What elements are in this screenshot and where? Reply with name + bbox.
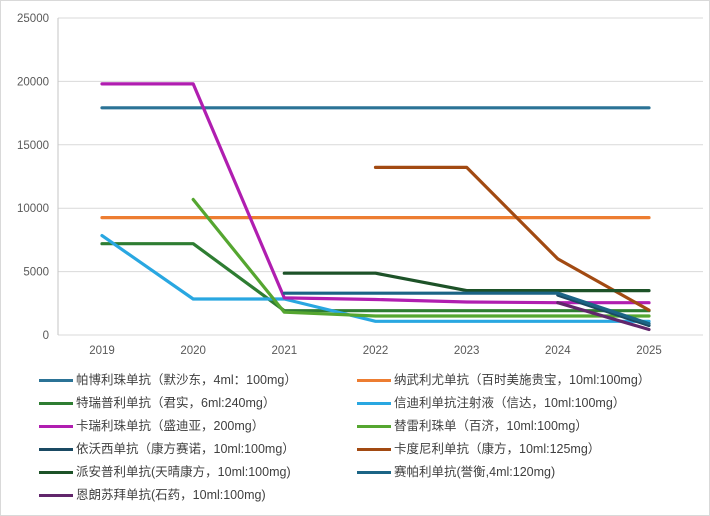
y-tick-label: 0: [43, 330, 49, 342]
line-chart-plot: 0 5000 10000 15000 20000 25000 2019 2020 2021 202…: [17, 13, 703, 357]
series-line: [373, 165, 651, 312]
series-line: [282, 271, 651, 293]
x-tick-label: 2022: [363, 345, 389, 357]
legend-label: 卡度尼利单抗（康方，10ml:125mg）: [394, 442, 601, 457]
x-tick-label: 2025: [636, 345, 662, 357]
legend-line-swatch: [39, 471, 73, 474]
legend-line-swatch: [357, 379, 391, 382]
legend-label: 替雷利珠单（百济，10ml:100mg）: [394, 419, 588, 434]
legend-label: 纳武利尤单抗（百时美施贵宝，10ml:100mg）: [394, 373, 651, 388]
legend-item: 派安普利单抗(天晴康方，10ml:100mg): [39, 461, 297, 484]
legend-line-swatch: [357, 471, 391, 474]
y-tick-label: 15000: [17, 140, 49, 152]
x-tick-label: 2023: [454, 345, 480, 357]
series-line: [100, 242, 651, 313]
legend-label: 卡瑞利珠单抗（盛迪亚，200mg）: [76, 419, 265, 434]
y-tick-label: 20000: [17, 76, 49, 88]
legend-item: 依沃西单抗（康方赛诺，10ml:100mg）: [39, 438, 297, 461]
legend-label: 信迪利单抗注射液（信达，10ml:100mg）: [394, 396, 626, 411]
legend-item: 帕博利珠单抗（默沙东，4ml：100mg）: [39, 369, 297, 392]
legend-line-swatch: [39, 425, 73, 428]
legend-line-swatch: [357, 402, 391, 405]
legend-item: 卡瑞利珠单抗（盛迪亚，200mg）: [39, 415, 297, 438]
series-line: [100, 234, 651, 323]
chart-legend: 帕博利珠单抗（默沙东，4ml：100mg） 特瑞普利单抗（君实，6ml:240mg…: [1, 369, 709, 513]
legend-column-left: 帕博利珠单抗（默沙东，4ml：100mg） 特瑞普利单抗（君实，6ml:240mg…: [39, 369, 297, 507]
legend-label: 帕博利珠单抗（默沙东，4ml：100mg）: [76, 373, 297, 388]
legend-item: 纳武利尤单抗（百时美施贵宝，10ml:100mg）: [357, 369, 650, 392]
x-tick-label: 2019: [89, 345, 115, 357]
y-tick-label: 5000: [23, 267, 49, 279]
series-line: [100, 82, 651, 305]
legend-label: 赛帕利单抗(誉衡,4ml:120mg): [394, 465, 556, 480]
legend-column-right: 纳武利尤单抗（百时美施贵宝，10ml:100mg） 信迪利单抗注射液（信达，10m…: [357, 369, 650, 484]
legend-line-swatch: [39, 379, 73, 382]
legend-line-swatch: [39, 448, 73, 451]
legend-label: 依沃西单抗（康方赛诺，10ml:100mg）: [76, 442, 295, 457]
legend-item: 赛帕利单抗(誉衡,4ml:120mg): [357, 461, 650, 484]
series-line: [556, 301, 651, 332]
x-tick-label: 2021: [272, 345, 298, 357]
series-line: [556, 293, 651, 328]
legend-item: 替雷利珠单（百济，10ml:100mg）: [357, 415, 650, 438]
y-tick-label: 10000: [17, 203, 49, 215]
legend-item: 信迪利单抗注射液（信达，10ml:100mg）: [357, 392, 650, 415]
legend-line-swatch: [39, 494, 73, 497]
x-tick-label: 2024: [545, 345, 571, 357]
legend-label: 恩朗苏拜单抗(石药，10ml:100mg): [76, 488, 266, 503]
legend-line-swatch: [39, 402, 73, 405]
legend-line-swatch: [357, 425, 391, 428]
x-tick-label: 2020: [180, 345, 206, 357]
legend-label: 派安普利单抗(天晴康方，10ml:100mg): [76, 465, 291, 480]
y-tick-label: 25000: [17, 13, 49, 25]
legend-label: 特瑞普利单抗（君实，6ml:240mg）: [76, 396, 276, 411]
series-line: [282, 291, 651, 326]
series-line: [191, 197, 651, 318]
legend-item: 恩朗苏拜单抗(石药，10ml:100mg): [39, 484, 297, 507]
legend-line-swatch: [357, 448, 391, 451]
legend-item: 卡度尼利单抗（康方，10ml:125mg）: [357, 438, 650, 461]
legend-item: 特瑞普利单抗（君实，6ml:240mg）: [39, 392, 297, 415]
